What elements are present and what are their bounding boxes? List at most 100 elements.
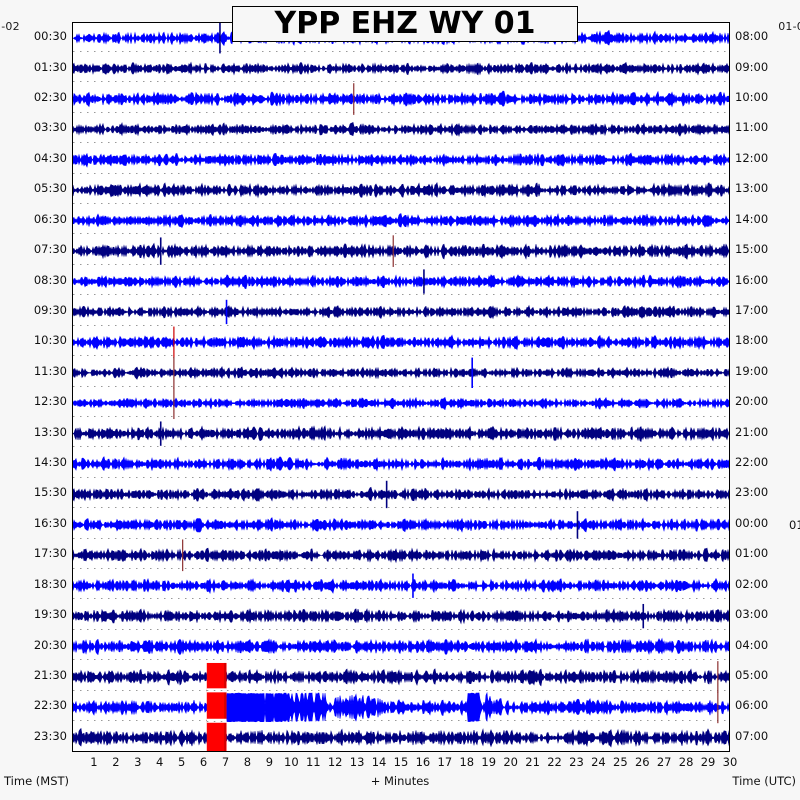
trace-row-20:30 bbox=[73, 637, 729, 656]
left-time-label: 09:30 bbox=[33, 302, 67, 317]
left-time-label: 01:30 bbox=[33, 59, 67, 74]
trace-row-22:30 bbox=[73, 691, 729, 723]
clipped-event-group bbox=[206, 662, 227, 751]
gridlines bbox=[73, 51, 729, 721]
trace-row-01:30 bbox=[73, 61, 729, 76]
minute-tick-label: 24 bbox=[591, 755, 606, 769]
trace-row-06:30 bbox=[73, 212, 729, 229]
right-time-label: 12:00 bbox=[735, 150, 769, 165]
right-time-label: 11:00 bbox=[735, 120, 769, 135]
minute-tick-label: 14 bbox=[371, 755, 387, 769]
minute-tick-label: 5 bbox=[177, 755, 186, 769]
trace-row-12:30 bbox=[73, 396, 729, 411]
minute-tick-label: 27 bbox=[656, 755, 672, 769]
left-time-label: 11:30 bbox=[33, 363, 67, 378]
minute-tick-label: 13 bbox=[349, 755, 365, 769]
minute-tick-label: 11 bbox=[305, 755, 321, 769]
trace-row-17:30 bbox=[73, 547, 729, 564]
minute-tick-label: 23 bbox=[569, 755, 584, 769]
trace-row-13:30 bbox=[73, 425, 729, 443]
left-time-label: 00:30 bbox=[33, 29, 67, 44]
trace-row-04:30 bbox=[73, 152, 729, 168]
right-time-label: 13:00 bbox=[735, 181, 769, 196]
minute-tick-label: 26 bbox=[634, 755, 650, 769]
clipped-row-gaps bbox=[206, 688, 227, 723]
minute-tick-label: 29 bbox=[700, 755, 716, 769]
minute-tick-label: 30 bbox=[722, 755, 738, 769]
trace-row-11:30 bbox=[73, 366, 729, 380]
minute-tick-label: 1 bbox=[90, 755, 98, 769]
left-time-label: 20:30 bbox=[33, 637, 67, 652]
trace-row-09:30 bbox=[73, 304, 729, 320]
left-time-label: 23:30 bbox=[33, 728, 67, 743]
left-time-label: 14:30 bbox=[33, 455, 67, 470]
right-time-label: 00:00 bbox=[735, 515, 769, 530]
axis-label-utc: Time (UTC) bbox=[732, 774, 796, 788]
date-label-left: 1-02 bbox=[0, 20, 20, 33]
left-time-label: 03:30 bbox=[33, 120, 67, 135]
left-time-label: 12:30 bbox=[33, 394, 67, 409]
right-time-label: 01:00 bbox=[735, 546, 769, 561]
right-time-label: 23:00 bbox=[735, 485, 769, 500]
left-time-label: 05:30 bbox=[33, 181, 67, 196]
axis-label-minutes: + Minutes bbox=[370, 774, 430, 788]
trace-row-18:30 bbox=[73, 577, 729, 595]
chart-title: YPP EHZ WY 01 bbox=[274, 6, 536, 41]
left-time-label: 17:30 bbox=[33, 546, 67, 561]
trace-row-14:30 bbox=[73, 456, 729, 472]
right-time-label: 03:00 bbox=[735, 607, 769, 622]
minute-tick-label: 25 bbox=[613, 755, 628, 769]
left-time-label: 22:30 bbox=[33, 698, 67, 713]
trace-row-08:30 bbox=[73, 274, 729, 290]
trace-row-07:30 bbox=[73, 242, 729, 260]
left-time-label: 07:30 bbox=[33, 242, 67, 257]
right-time-label: 06:00 bbox=[735, 698, 769, 713]
left-time-label: 06:30 bbox=[33, 211, 67, 226]
trace-row-10:30 bbox=[73, 334, 729, 351]
trace-row-16:30 bbox=[73, 517, 729, 533]
minute-tick-label: 19 bbox=[481, 755, 497, 769]
right-time-label: 20:00 bbox=[735, 394, 769, 409]
minute-tick-label: 10 bbox=[284, 755, 299, 769]
minute-tick-label: 3 bbox=[134, 755, 142, 769]
minute-tick-label: 9 bbox=[265, 755, 274, 769]
right-time-label: 19:00 bbox=[735, 363, 769, 378]
left-time-label: 18:30 bbox=[33, 576, 67, 591]
helicorder-plot-area[interactable] bbox=[72, 22, 730, 752]
right-time-label: 22:00 bbox=[735, 455, 769, 470]
minute-tick-label: 20 bbox=[503, 755, 518, 769]
right-time-label: 16:00 bbox=[735, 272, 769, 287]
left-time-label: 16:30 bbox=[33, 515, 67, 530]
right-time-label: 09:00 bbox=[735, 59, 769, 74]
right-time-label: 02:00 bbox=[735, 576, 769, 591]
seismogram-svg bbox=[73, 23, 729, 751]
right-time-label: 04:00 bbox=[735, 637, 769, 652]
left-time-label: 04:30 bbox=[33, 150, 67, 165]
day-marker-label: 01-03 bbox=[789, 517, 800, 532]
minute-tick-label: 18 bbox=[459, 755, 475, 769]
right-time-label: 05:00 bbox=[735, 667, 769, 682]
clipped-gap bbox=[206, 718, 227, 723]
minute-tick-label: 8 bbox=[243, 755, 252, 769]
trace-row-15:30 bbox=[73, 486, 729, 503]
left-time-label: 13:30 bbox=[33, 424, 67, 439]
chart-title-box: YPP EHZ WY 01 bbox=[232, 6, 578, 42]
left-time-label: 02:30 bbox=[33, 90, 67, 105]
right-time-label: 21:00 bbox=[735, 424, 769, 439]
seismic-traces bbox=[73, 29, 729, 748]
axis-label-mst: Time (MST) bbox=[4, 774, 70, 788]
minute-tick-label: 28 bbox=[678, 755, 694, 769]
left-time-label: 10:30 bbox=[33, 333, 67, 348]
right-time-label: 10:00 bbox=[735, 90, 769, 105]
right-time-label: 17:00 bbox=[735, 302, 769, 317]
minute-tick-label: 16 bbox=[415, 755, 431, 769]
clipped-saturation-block bbox=[206, 662, 227, 751]
right-time-label: 07:00 bbox=[735, 728, 769, 743]
clipped-gap bbox=[206, 688, 227, 693]
trace-row-05:30 bbox=[73, 182, 729, 199]
right-time-label: 14:00 bbox=[735, 211, 769, 226]
minute-tick-label: 2 bbox=[112, 755, 120, 769]
minute-tick-label: 12 bbox=[327, 755, 343, 769]
minute-tick-label: 17 bbox=[437, 755, 453, 769]
